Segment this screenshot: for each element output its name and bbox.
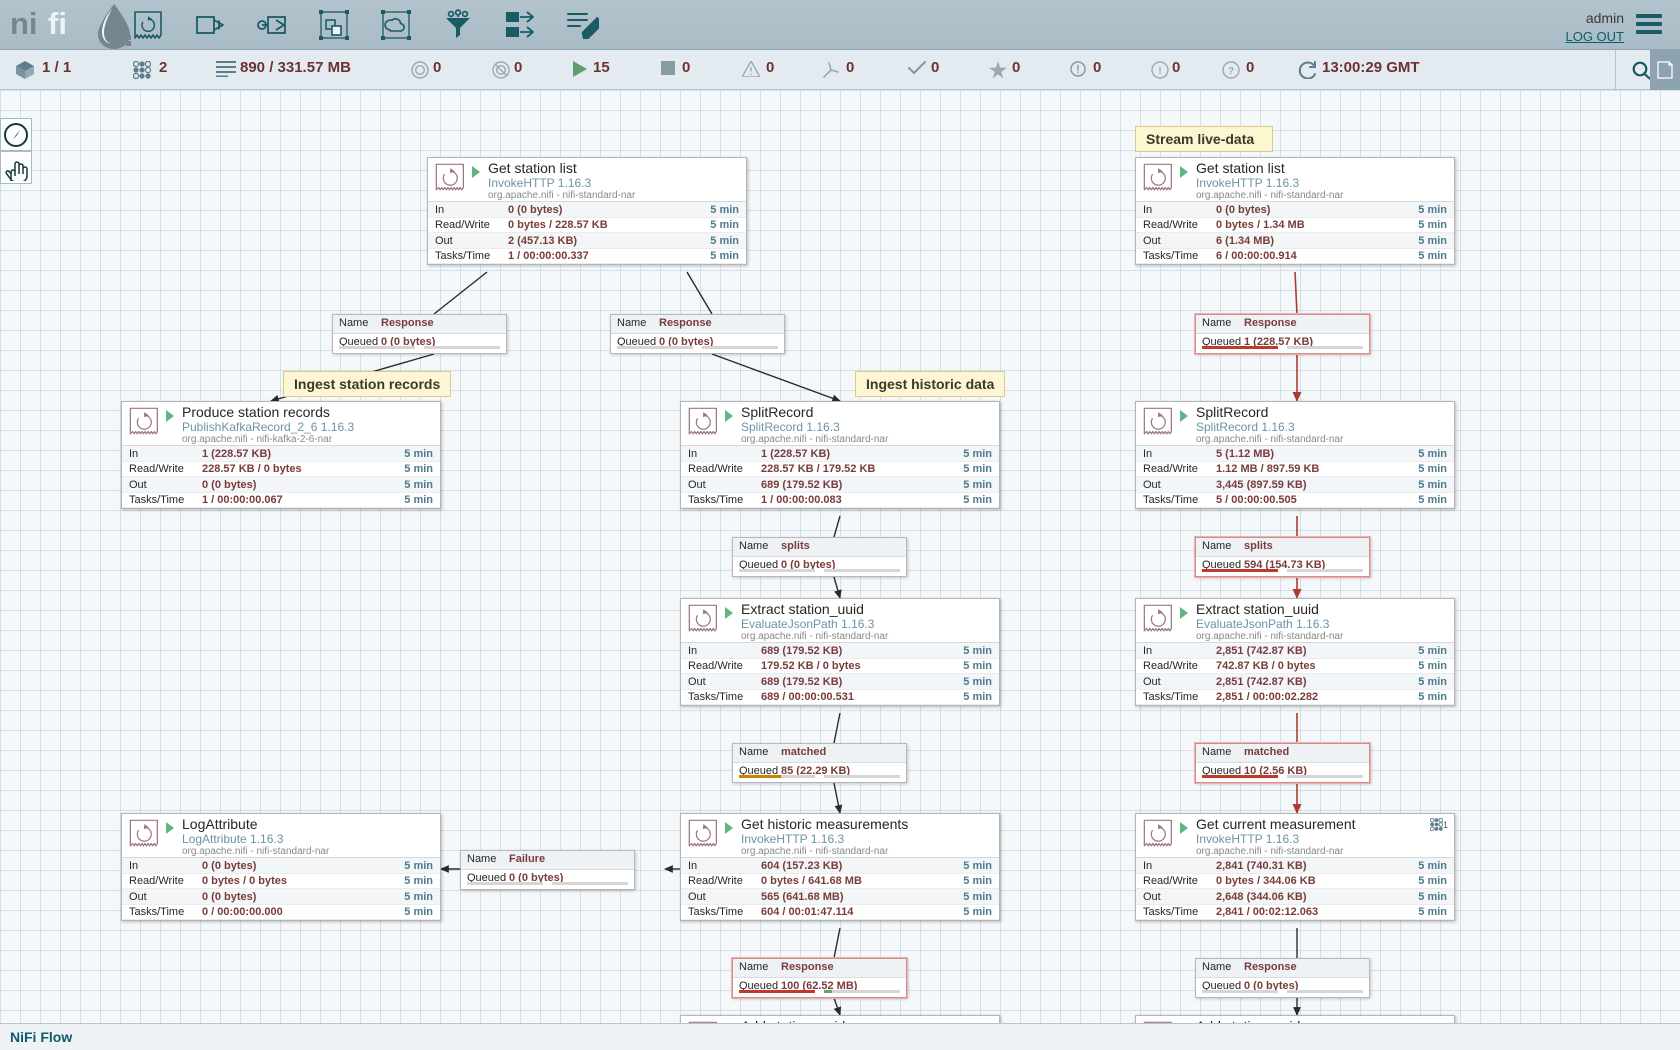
svg-text:ni: ni (10, 6, 38, 41)
svg-text:!: ! (1158, 66, 1161, 77)
svg-text:fi: fi (48, 6, 67, 41)
svg-text:?: ? (1228, 66, 1234, 77)
